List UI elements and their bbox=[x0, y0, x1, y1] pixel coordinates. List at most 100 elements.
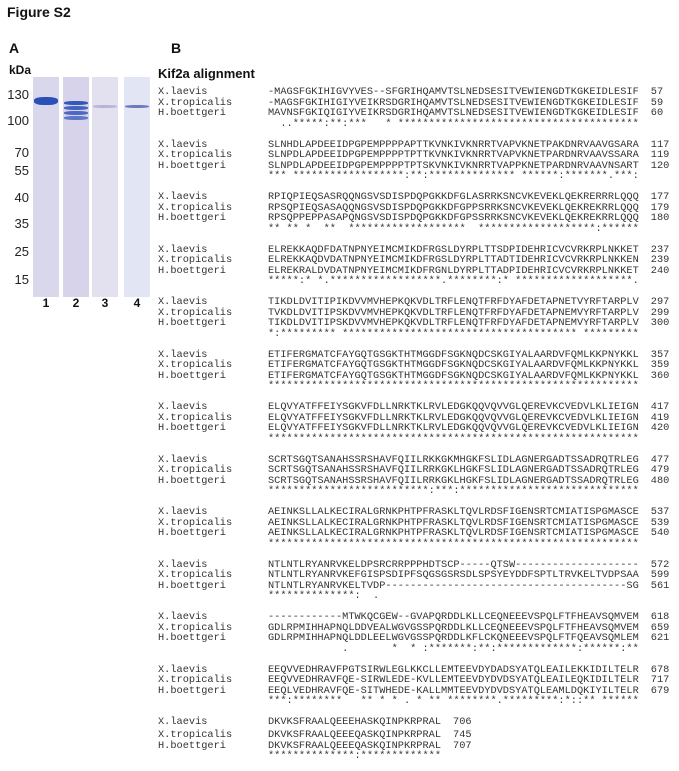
residue-count: 745 bbox=[453, 729, 472, 741]
sequence-row: NTLNTLRYANRVKEFGISPSDIPFSQGSGSRSDLSPSYEY… bbox=[268, 569, 639, 581]
sequence-row: TIKDLDVITIPSKDVVMVHEPKQKVDLTRFLENQTFRFDY… bbox=[268, 317, 639, 329]
protein-band bbox=[64, 116, 88, 120]
consensus-row: ..*****:**:*** * ***********************… bbox=[268, 117, 639, 130]
residue-count: 678 bbox=[650, 663, 670, 676]
residue-count: 117 bbox=[650, 138, 670, 151]
residue-count: 477 bbox=[650, 453, 670, 466]
consensus-row: *** ******************:**:**************… bbox=[268, 170, 639, 182]
sequence-row: EEQVVEDHRAVFPGTSIRWLEGLKKCLLEMTEEVDYDADS… bbox=[268, 663, 639, 676]
sequence-row: ------------MTWKQCGEW--GVAPQRDDLKLLCEQNE… bbox=[268, 611, 639, 623]
residue-count: 60 bbox=[650, 107, 664, 119]
residue-count: 120 bbox=[650, 159, 670, 172]
marker-label: 35 bbox=[14, 216, 29, 231]
species-name: X.laevis bbox=[158, 86, 208, 98]
species-name: H.boettgeri bbox=[158, 579, 226, 592]
species-name: H.boettgeri bbox=[158, 159, 226, 172]
species-name: X.tropicalis bbox=[158, 464, 233, 476]
species-name: X.laevis bbox=[158, 663, 208, 676]
species-name: X.tropicalis bbox=[158, 516, 233, 529]
sequence-row: GDLRPMIHHAPNQLDDLEELWGVGSSPQRDDLKFLCKQNE… bbox=[268, 632, 639, 644]
residue-count: 300 bbox=[650, 317, 670, 329]
marker-label: 15 bbox=[14, 272, 29, 287]
protein-band bbox=[64, 101, 88, 105]
species-name: X.tropicalis bbox=[158, 201, 233, 214]
species-name: X.tropicalis bbox=[158, 149, 233, 161]
species-name: X.laevis bbox=[158, 558, 208, 571]
species-name: X.tropicalis bbox=[158, 359, 233, 371]
residue-count: 420 bbox=[650, 422, 670, 434]
residue-count: 707 bbox=[453, 739, 472, 752]
residue-count: 621 bbox=[650, 632, 670, 644]
sequence-row: ELQVYATFFEIYSGKVFDLLNRKTKLRVLEDGKQQVQVVG… bbox=[268, 411, 639, 424]
consensus-row: ** ** * ** ******************* *********… bbox=[268, 222, 639, 235]
protein-band bbox=[125, 105, 149, 108]
species-name: X.laevis bbox=[158, 138, 208, 151]
species-name: H.boettgeri bbox=[158, 527, 226, 539]
residue-count: 659 bbox=[650, 621, 670, 634]
gel-lane bbox=[124, 77, 150, 297]
sequence-row: EEQVVEDHRAVFQE-SIRWLEDE-KVLLEMTEEVDYDVDS… bbox=[268, 674, 639, 686]
marker-label: 55 bbox=[14, 163, 29, 178]
residue-count: 599 bbox=[650, 569, 670, 581]
species-name: X.tropicalis bbox=[158, 96, 233, 109]
sequence-row: ETIFERGMATCFAYGQTGSGKTHTMGGDFSGKNQDCSKGI… bbox=[268, 348, 639, 361]
species-name: X.laevis bbox=[158, 611, 208, 623]
sequence-row: AEINKSLLALKECIRALGRNKPHTPFRASKLTQVLRDSFI… bbox=[268, 516, 639, 529]
sequence-row: SLNPDLAPDEEIDPGPEMPPPPTPTSKVNKIVKNRRTVAP… bbox=[268, 159, 639, 172]
species-name: H.boettgeri bbox=[158, 317, 226, 329]
residue-count: 240 bbox=[650, 264, 670, 277]
residue-count: 180 bbox=[650, 212, 670, 224]
marker-label: 100 bbox=[7, 113, 29, 128]
marker-label: 70 bbox=[14, 145, 29, 160]
marker-label: 130 bbox=[7, 87, 29, 102]
species-name: X.laevis bbox=[158, 348, 208, 361]
species-name: H.boettgeri bbox=[158, 212, 226, 224]
residue-count: 119 bbox=[650, 149, 670, 161]
species-name: X.tropicalis bbox=[158, 569, 233, 581]
sequence-row: AEINKSLLALKECIRALGRNKPHTPFRASKLTQVLRDSFI… bbox=[268, 506, 639, 518]
sequence-row: ETIFERGMATCFAYGQTGSGKTHTMGGDFSGKNQDCSKGI… bbox=[268, 359, 639, 371]
residue-count: 417 bbox=[650, 401, 670, 413]
species-name: X.laevis bbox=[158, 191, 208, 203]
panel-b-label: B bbox=[171, 40, 182, 56]
residue-count: 239 bbox=[650, 254, 670, 266]
protein-band bbox=[34, 97, 58, 105]
residue-count: 179 bbox=[650, 201, 670, 214]
residue-count: 419 bbox=[650, 411, 670, 424]
sequence-row: TVKDLDVITIPSKDVVMVHEPKQKVDLTRFLENQTFRFDY… bbox=[268, 306, 639, 319]
kda-label: kDa bbox=[9, 63, 32, 77]
residue-count: 540 bbox=[650, 527, 670, 539]
lane-label: 2 bbox=[72, 296, 80, 310]
species-name: X.tropicalis bbox=[158, 729, 233, 741]
sequence-row: RPSQPPEPPASAPQNGSVSDISPDQPGKKDFGPSSRRKSN… bbox=[268, 212, 639, 224]
species-name: X.laevis bbox=[158, 453, 208, 466]
residue-count: 57 bbox=[650, 86, 664, 98]
species-name: X.laevis bbox=[158, 401, 208, 413]
gel-lane bbox=[92, 77, 118, 297]
residue-count: 360 bbox=[650, 369, 670, 382]
sequence-row: ELQVYATFFEIYSGKVFDLLNRKTKLRVLEDGKQQVQVVG… bbox=[268, 422, 639, 434]
residue-count: 479 bbox=[650, 464, 670, 476]
sequence-row: ELREKRALDVDATNPNYEIMCMIKDFRGNLDYRPLTTADP… bbox=[268, 264, 639, 277]
residue-count: 59 bbox=[650, 96, 664, 109]
sequence-row: DKVKSFRAALQEEEQASKQINPKRPRAL bbox=[268, 729, 442, 741]
lane-label: 4 bbox=[133, 296, 141, 310]
sequence-row: -MAGSFGKIHIGVYVES--SFGRIHQAMVTSLNEDSESIT… bbox=[268, 86, 639, 98]
species-name: X.tropicalis bbox=[158, 306, 233, 319]
residue-count: 572 bbox=[650, 558, 670, 571]
marker-label: 40 bbox=[14, 190, 29, 205]
sequence-row: GDLRPMIHHAPNQLDDVEALWGVGSSPQRDDLKLLCEQNE… bbox=[268, 621, 639, 634]
consensus-row: **************************:***:*********… bbox=[268, 485, 639, 497]
species-name: H.boettgeri bbox=[158, 684, 226, 697]
consensus-row: **************:************* bbox=[268, 750, 442, 762]
consensus-row: *****:* *.******************.********:* … bbox=[268, 275, 639, 287]
species-name: X.laevis bbox=[158, 716, 208, 728]
residue-count: 299 bbox=[650, 306, 670, 319]
sequence-row: SCRTSGQTSANAHSSRSHAVFQIILRRKGKLHGKFSLIDL… bbox=[268, 474, 639, 487]
consensus-row: ****************************************… bbox=[268, 537, 639, 550]
sequence-row: SLNHDLAPDEEIDPGPEMPPPPAPTTKVNKIVKNRRTVAP… bbox=[268, 138, 639, 151]
residue-count: 717 bbox=[650, 674, 670, 686]
protein-band bbox=[93, 105, 117, 108]
species-name: X.tropicalis bbox=[158, 621, 233, 634]
consensus-row: ****************************************… bbox=[268, 380, 639, 392]
